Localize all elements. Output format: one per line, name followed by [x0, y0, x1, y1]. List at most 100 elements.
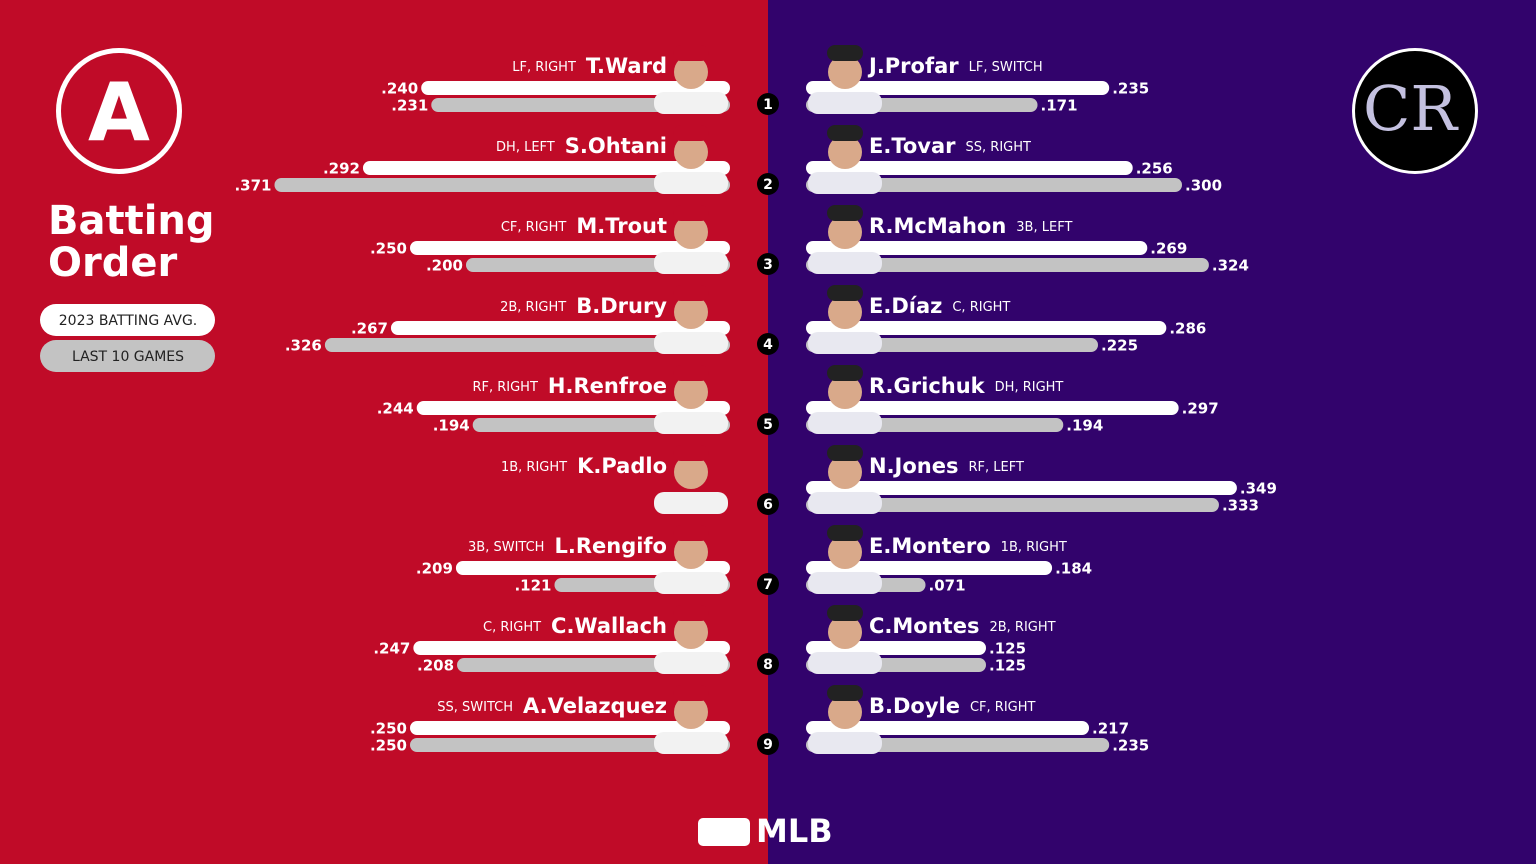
player-photo-jersey [808, 172, 882, 194]
avg-bar [413, 641, 730, 655]
slot-badge [757, 733, 779, 755]
player-photo-jersey [808, 412, 882, 434]
slot-badge [757, 493, 779, 515]
last10-label: .194 [1066, 417, 1103, 435]
slot-badge [757, 173, 779, 195]
player-photo-head [828, 455, 862, 489]
player-name: J.Profar [867, 54, 959, 78]
last10-label: .200 [426, 257, 463, 275]
player-position: LF, SWITCH [969, 60, 1043, 75]
player-photo-jersey [654, 732, 728, 754]
player-name: R.Grichuk [869, 374, 986, 398]
slot-number: 5 [763, 417, 773, 433]
avg-label: .269 [1150, 240, 1187, 258]
avg-label: .217 [1092, 720, 1129, 738]
player-name: R.McMahon [869, 214, 1006, 238]
last10-label: .250 [370, 737, 407, 755]
player-label: R.Grichuk DH, RIGHT [869, 374, 1063, 398]
player-photo-head [674, 215, 708, 249]
last10-label: .125 [989, 657, 1026, 675]
last10-label: .225 [1101, 337, 1138, 355]
player-photo-jersey [654, 492, 728, 514]
player-name: C.Montes [869, 614, 979, 638]
player-position: 2B, RIGHT [989, 620, 1055, 635]
last10-label: .208 [417, 657, 454, 675]
player-label: SS, SWITCH A.Velazquez [437, 694, 667, 718]
avg-bar [806, 401, 1179, 415]
player-photo-cap [827, 45, 863, 61]
player-position: C, RIGHT [952, 300, 1010, 315]
player-position: 1B, RIGHT [1001, 540, 1067, 555]
player-photo-cap [673, 365, 709, 381]
player-photo-head [828, 695, 862, 729]
player-photo-cap [673, 205, 709, 221]
player-photo-head [828, 295, 862, 329]
last10-label: .121 [514, 577, 551, 595]
player-label: CF, RIGHT M.Trout [501, 214, 667, 238]
last10-label: .194 [433, 417, 470, 435]
avg-label: .209 [416, 560, 453, 578]
player-photo-head [674, 375, 708, 409]
player-photo-cap [827, 205, 863, 221]
last10-label: .171 [1041, 97, 1078, 115]
player-photo-jersey [808, 92, 882, 114]
player-photo-jersey [654, 572, 728, 594]
slot-number: 4 [763, 337, 773, 353]
slot-number: 9 [763, 737, 773, 753]
player-photo-jersey [654, 332, 728, 354]
player-position: CF, RIGHT [970, 700, 1036, 715]
player-photo-jersey [808, 732, 882, 754]
title: Batting Order [48, 198, 215, 286]
last10-label: .231 [391, 97, 428, 115]
player-position: 2B, RIGHT [500, 300, 566, 315]
avg-label: .286 [1169, 320, 1206, 338]
player-label: E.Díaz C, RIGHT [869, 294, 1010, 318]
player-photo-jersey [808, 332, 882, 354]
player-label: N.Jones RF, LEFT [869, 454, 1024, 478]
avg-label: .125 [989, 640, 1026, 658]
legend-avg-swatch [40, 304, 215, 336]
avg-bar [806, 161, 1133, 175]
player-position: 3B, SWITCH [468, 540, 544, 555]
player-photo-jersey [808, 252, 882, 274]
player-photo-head [674, 615, 708, 649]
player-photo-jersey [808, 652, 882, 674]
slot-number: 6 [763, 497, 773, 513]
footer: MLB [756, 812, 833, 850]
away-logo-fill [1355, 51, 1475, 171]
player-label: E.Montero 1B, RIGHT [869, 534, 1067, 558]
slot-badge [757, 333, 779, 355]
slot-badge [757, 253, 779, 275]
player-photo-head [828, 55, 862, 89]
away-logo-text: CR [1363, 72, 1459, 145]
avg-label: .235 [1112, 80, 1149, 98]
player-photo-cap [827, 605, 863, 621]
avg-bar [806, 481, 1237, 495]
mlb-logo [698, 818, 750, 846]
slot-number: 7 [763, 577, 773, 593]
player-position: CF, RIGHT [501, 220, 567, 235]
avg-label: .292 [323, 160, 360, 178]
slot-number: 3 [763, 257, 773, 273]
player-label: B.Doyle CF, RIGHT [869, 694, 1036, 718]
player-photo-cap [827, 365, 863, 381]
player-photo-cap [673, 125, 709, 141]
slot-number: 8 [763, 657, 773, 673]
avg-label: .244 [377, 400, 414, 418]
player-photo-head [828, 615, 862, 649]
last10-bar [806, 498, 1219, 512]
legend-last10: LAST 10 GAMES [72, 349, 184, 365]
last10-label: .300 [1185, 177, 1222, 195]
player-photo-jersey [654, 172, 728, 194]
avg-bar [806, 561, 1053, 575]
last10-label: .333 [1222, 497, 1259, 515]
avg-bar [362, 161, 730, 175]
player-label: C.Montes 2B, RIGHT [869, 614, 1056, 638]
player-photo-cap [673, 445, 709, 461]
player-position: DH, LEFT [496, 140, 555, 155]
avg-label: .256 [1136, 160, 1173, 178]
player-label: R.McMahon 3B, LEFT [869, 214, 1072, 238]
player-label: 1B, RIGHT K.Padlo [501, 454, 667, 478]
player-photo-cap [827, 285, 863, 301]
